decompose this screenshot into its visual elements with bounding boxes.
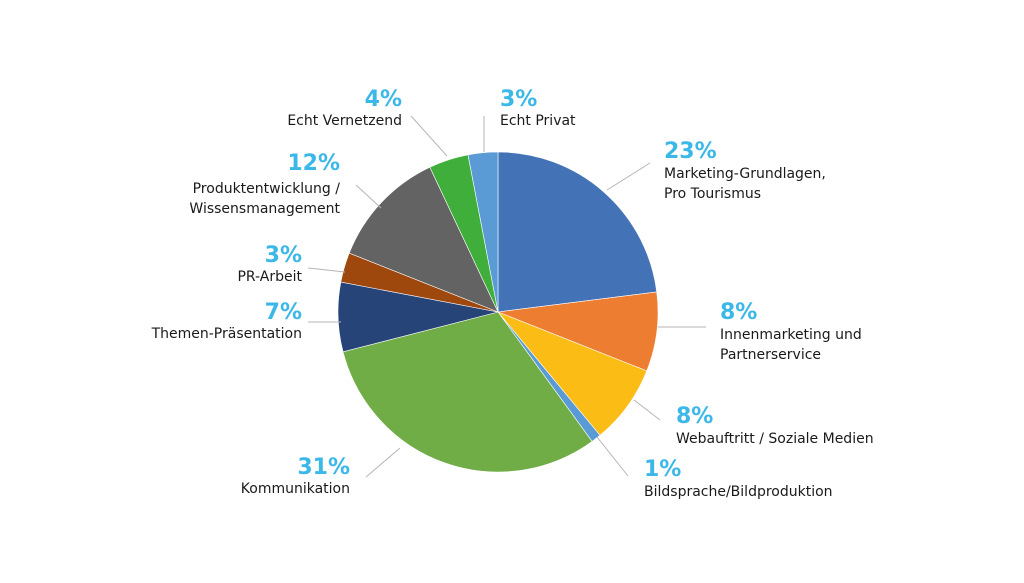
leader-line-1	[606, 162, 651, 191]
slice-percent-label: 8%	[676, 404, 713, 429]
slice-category-label: Produktentwicklung / Wissensmanagement	[189, 181, 340, 217]
slice-percent-label: 23%	[664, 139, 717, 164]
slice-percent-label: 7%	[265, 300, 302, 325]
leader-line-3	[633, 399, 661, 421]
slice-percent-label: 8%	[720, 300, 757, 325]
pie-slice-10	[467, 151, 499, 313]
slice-category-label: Webauftritt / Soziale Medien	[676, 431, 874, 447]
slice-percent-label: 3%	[265, 243, 302, 268]
leader-line-8	[355, 184, 382, 209]
pie-slice-8	[348, 166, 499, 313]
slice-percent-label: 4%	[365, 87, 402, 112]
slice-percent-label: 1%	[644, 457, 681, 482]
slice-category-label: Themen-Präsentation	[151, 326, 302, 342]
leader-line-5	[365, 447, 401, 478]
leader-line-7	[307, 267, 346, 273]
slice-category-label: Kommunikation	[241, 481, 350, 497]
slice-percent-label: 31%	[297, 455, 350, 480]
slice-category-label: Innenmarketing und Partnerservice	[720, 327, 862, 363]
slice-percent-label: 12%	[287, 151, 340, 176]
pie-slice-5	[342, 311, 593, 473]
slice-labels: 23%Marketing-Grundlagen, Pro Tourismus8%I…	[151, 87, 874, 500]
slice-category-label: Marketing-Grundlagen, Pro Tourismus	[664, 166, 826, 202]
pie-slices	[337, 151, 659, 473]
leader-line-4	[596, 436, 629, 477]
slice-category-label: Echt Privat	[500, 113, 576, 129]
pie-slice-1	[497, 151, 658, 313]
leader-lines	[307, 115, 706, 478]
leader-line-9	[410, 115, 448, 157]
slice-percent-label: 3%	[500, 87, 537, 112]
slice-category-label: PR-Arbeit	[237, 269, 302, 285]
slice-category-label: Echt Vernetzend	[287, 113, 402, 129]
slice-category-label: Bildsprache/Bildproduktion	[644, 484, 833, 500]
